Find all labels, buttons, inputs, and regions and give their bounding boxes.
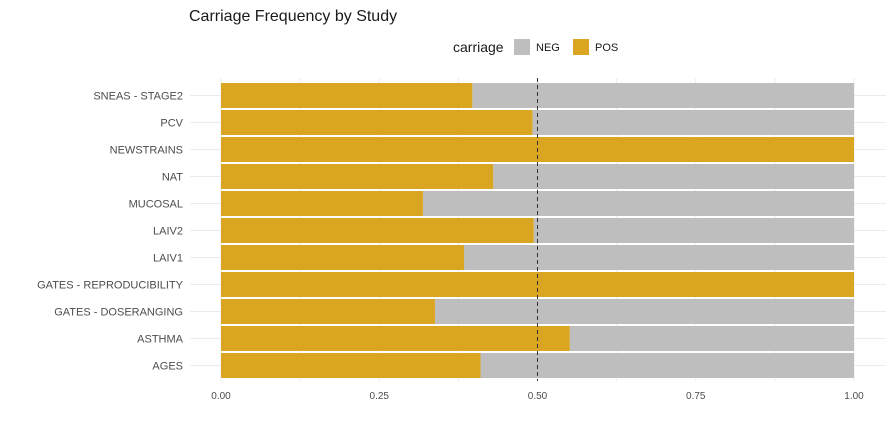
bar-pos xyxy=(221,164,494,189)
bar-neg xyxy=(493,164,854,189)
bar-pos xyxy=(221,83,473,108)
bar-neg xyxy=(569,326,854,351)
bar-neg xyxy=(434,299,854,324)
bar-neg xyxy=(472,83,854,108)
bar-neg xyxy=(480,353,854,378)
x-tick-label: 0.25 xyxy=(370,391,390,402)
legend-swatch-pos xyxy=(573,39,589,55)
bar-pos xyxy=(221,353,481,378)
bar-pos xyxy=(221,218,534,243)
category-label: GATES - DOSERANGING xyxy=(54,307,183,319)
bar-pos xyxy=(221,326,570,351)
category-labels: SNEAS - STAGE2 PCV NEWSTRAINS NAT MUCOSAL LAI… xyxy=(37,91,184,373)
bar-pos xyxy=(221,110,533,135)
x-tick-label: 0.75 xyxy=(686,391,706,402)
legend: carriage NEG POS xyxy=(453,39,618,55)
category-label: NAT xyxy=(162,172,183,184)
legend-swatch-neg xyxy=(514,39,530,55)
legend-label-pos: POS xyxy=(595,42,618,54)
legend-label-neg: NEG xyxy=(536,42,560,54)
category-label: NEWSTRAINS xyxy=(110,145,183,157)
bar-pos xyxy=(221,299,435,324)
legend-title: carriage xyxy=(453,39,504,55)
bar-pos xyxy=(221,245,465,270)
x-tick-label: 0.00 xyxy=(211,391,231,402)
chart-title: Carriage Frequency by Study xyxy=(189,8,397,25)
category-label: LAIV1 xyxy=(153,253,183,265)
bar-neg xyxy=(464,245,854,270)
category-label: MUCOSAL xyxy=(129,199,183,211)
x-axis-ticks: 0.00 0.25 0.50 0.75 1.00 xyxy=(211,391,864,402)
x-tick-label: 1.00 xyxy=(844,391,864,402)
category-label: ASTHMA xyxy=(137,334,184,346)
category-label: SNEAS - STAGE2 xyxy=(93,91,183,103)
category-label: GATES - REPRODUCIBILITY xyxy=(37,280,184,292)
category-label: AGES xyxy=(152,361,183,373)
bar-pos xyxy=(221,191,423,216)
bar-neg xyxy=(532,110,854,135)
x-tick-label: 0.50 xyxy=(528,391,548,402)
bar-neg xyxy=(422,191,854,216)
bar-neg xyxy=(533,218,854,243)
category-label: PCV xyxy=(160,118,183,130)
category-label: LAIV2 xyxy=(153,226,183,238)
